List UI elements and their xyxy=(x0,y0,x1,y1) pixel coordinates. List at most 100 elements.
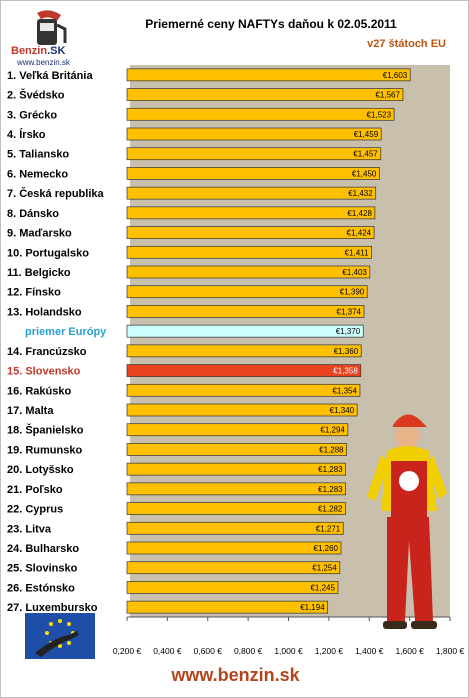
bar-value-label: €1,370 xyxy=(336,327,361,336)
category-label: 24. Bulharsko xyxy=(7,543,79,555)
bar-value-label: €1,450 xyxy=(352,169,377,178)
bar-value-label: €1,340 xyxy=(330,406,355,415)
category-label: 18. Španielsko xyxy=(7,424,84,437)
bar-value-label: €1,424 xyxy=(347,229,372,238)
bar-value-label: €1,283 xyxy=(318,485,343,494)
x-tick-label: 1,600 € xyxy=(395,646,424,656)
bar-value-label: €1,358 xyxy=(333,367,358,376)
category-label: 12. Fínsko xyxy=(7,287,61,299)
category-label: 2. Švédsko xyxy=(7,89,65,102)
chart-subtitle: v27 štátoch EU xyxy=(367,38,446,50)
bar-value-label: €1,390 xyxy=(340,288,365,297)
category-label: 19. Rumunsko xyxy=(7,444,82,456)
category-label: 27. Luxembursko xyxy=(7,602,98,614)
category-label: 1. Veľká Británia xyxy=(7,70,93,82)
category-label: 9. Maďarsko xyxy=(7,228,72,240)
bar-value-label: €1,245 xyxy=(310,583,335,592)
bar xyxy=(126,206,376,220)
bar xyxy=(126,581,339,594)
bar-value-label: €1,567 xyxy=(375,91,400,100)
bar-value-label: €1,260 xyxy=(314,544,339,553)
category-label: 10. Portugalsko xyxy=(7,247,89,259)
category-label: 21. Poľsko xyxy=(7,484,63,496)
bar xyxy=(126,344,362,358)
category-label: 5. Taliansko xyxy=(7,149,69,161)
bar-value-label: €1,271 xyxy=(316,524,341,533)
bar-value-label: €1,354 xyxy=(332,386,357,395)
category-label: 4. Írsko xyxy=(7,128,46,141)
category-label: 6. Nemecko xyxy=(7,168,68,180)
category-label: 22. Cyprus xyxy=(7,504,63,516)
bar-value-label: €1,294 xyxy=(320,426,345,435)
bar-value-label: €1,194 xyxy=(300,603,325,612)
category-label: 15. Slovensko xyxy=(7,366,81,378)
bar xyxy=(126,285,368,299)
bar-value-label: €1,428 xyxy=(347,209,372,218)
category-label: 8. Dánsko xyxy=(7,208,59,220)
bar xyxy=(126,265,371,279)
fuel-pump-icon xyxy=(37,10,67,45)
bar-value-label: €1,360 xyxy=(334,347,359,356)
x-tick-label: 0,600 € xyxy=(194,646,223,656)
x-tick-label: 0,400 € xyxy=(153,646,182,656)
x-tick-label: 1,800 € xyxy=(436,646,465,656)
bar-value-label: €1,374 xyxy=(337,307,362,316)
category-label: priemer Európy xyxy=(25,326,107,338)
bar xyxy=(126,600,329,614)
bar-value-label: €1,282 xyxy=(318,505,343,514)
bar xyxy=(126,68,411,82)
bar-value-label: €1,523 xyxy=(367,110,392,119)
mechanic-mascot xyxy=(367,414,447,629)
bar xyxy=(126,107,395,121)
bar xyxy=(126,423,349,437)
plot-left-edge xyxy=(127,65,130,617)
category-label: 26. Estónsko xyxy=(7,582,75,594)
x-tick-label: 1,200 € xyxy=(315,646,344,656)
category-label: 13. Holandsko xyxy=(7,306,82,318)
bar xyxy=(126,383,361,397)
logo-wordmark: Benzin.SK xyxy=(11,45,66,57)
bar xyxy=(126,127,382,141)
category-label: 7. Česká republika xyxy=(7,187,104,200)
eu-flag-nozzle-icon xyxy=(25,613,95,659)
bar-value-label: €1,254 xyxy=(312,564,337,573)
bar-value-label: €1,432 xyxy=(348,189,373,198)
benzin-logo: Benzin.SK www.benzin.sk xyxy=(9,9,89,67)
chart-title: Priemerné ceny NAFTYs daňou k 02.05.2011 xyxy=(145,17,397,31)
category-label: 20. Lotyšsko xyxy=(7,464,74,476)
category-label: 17. Malta xyxy=(7,405,54,417)
bar-value-label: €1,411 xyxy=(345,248,369,257)
bar-value-label: €1,457 xyxy=(353,150,378,159)
bar xyxy=(126,364,362,377)
x-tick-label: 0,200 € xyxy=(113,646,142,656)
bar xyxy=(126,403,358,417)
category-label: 11. Belgicko xyxy=(7,267,71,279)
bar-chart: €1,603 1. Veľká Británia €1,567 2. Švédsko €… xyxy=(7,65,465,656)
bar xyxy=(126,226,375,239)
category-label: 3. Grécko xyxy=(7,109,57,121)
footer-url: www.benzin.sk xyxy=(171,665,300,685)
bar xyxy=(126,305,365,318)
bar xyxy=(126,88,404,101)
bar-value-label: €1,603 xyxy=(383,71,408,80)
category-label: 23. Litva xyxy=(7,523,52,535)
bar xyxy=(126,561,341,575)
logo-url: www.benzin.sk xyxy=(17,58,70,67)
bar xyxy=(126,147,382,161)
bar xyxy=(126,245,372,259)
bar-value-label: €1,459 xyxy=(354,130,379,139)
bar xyxy=(126,186,377,200)
category-label: 14. Francúzsko xyxy=(7,346,87,358)
bar xyxy=(126,482,346,496)
bar xyxy=(126,324,364,338)
bar xyxy=(126,521,344,535)
bar-value-label: €1,283 xyxy=(318,465,343,474)
bar xyxy=(126,541,342,555)
bar xyxy=(126,462,346,476)
category-label: 25. Slovinsko xyxy=(7,563,78,575)
x-tick-label: 1,400 € xyxy=(355,646,384,656)
category-label: 16. Rakúsko xyxy=(7,385,71,397)
bar xyxy=(126,167,380,180)
x-tick-label: 0,800 € xyxy=(234,646,263,656)
